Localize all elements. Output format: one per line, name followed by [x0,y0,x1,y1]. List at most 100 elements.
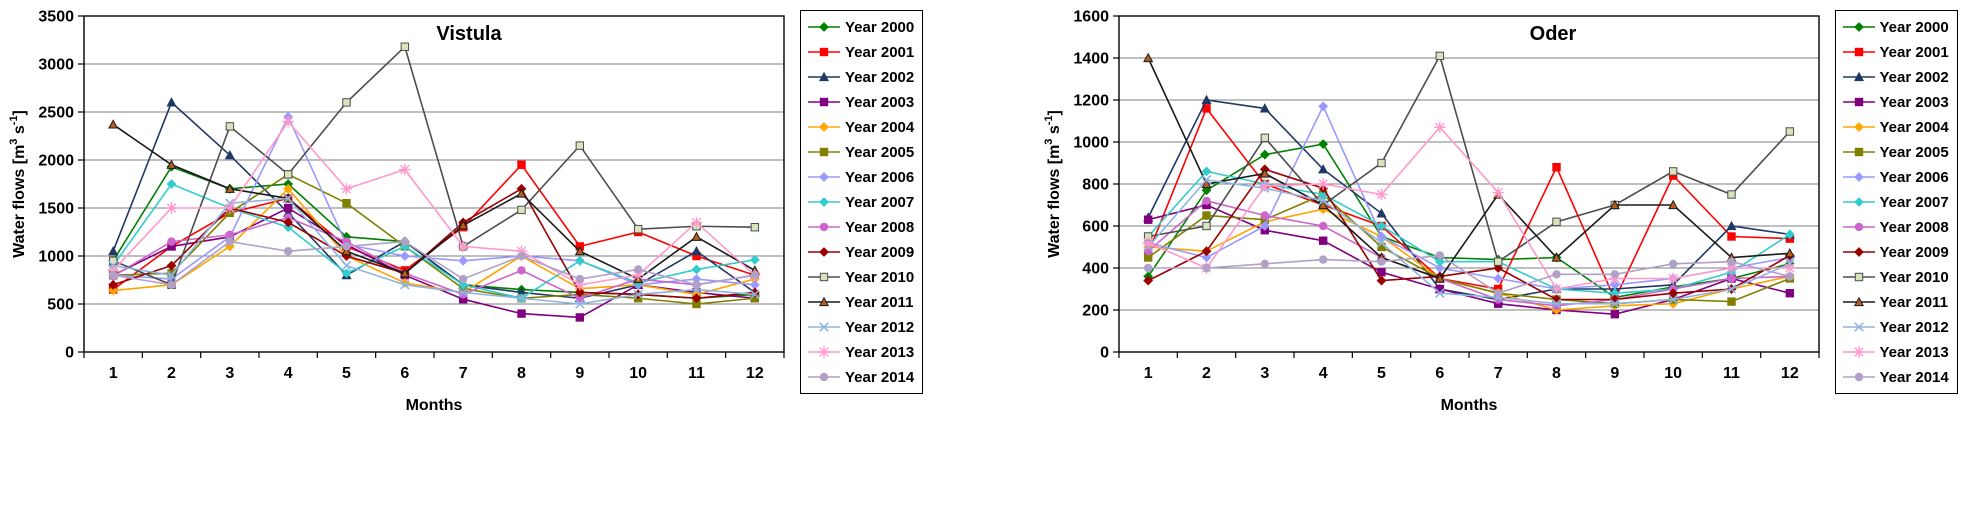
x-tick-label: 4 [1318,365,1327,382]
x-tick-label: 12 [1780,365,1798,382]
legend-item: Year 2006 [1842,166,1949,188]
x-tick-label: 2 [1202,365,1211,382]
y-tick-label: 1600 [1073,9,1109,26]
legend-label: Year 2004 [1879,118,1949,136]
series-line [1147,254,1790,295]
x-tick-label: 2 [167,365,176,382]
legend-label: Year 2006 [1879,168,1949,186]
legend-marker [808,172,840,182]
legend-marker [808,71,840,82]
legend-marker [808,372,840,382]
legend-label: Year 2006 [845,168,915,186]
legend-marker [1842,172,1875,182]
series-line [1146,106,1790,302]
x-tick-label: 9 [575,365,584,382]
x-tick-label: 12 [746,365,764,382]
legend-marker [808,197,840,207]
legend-marker [1842,372,1875,382]
series-line [112,120,756,286]
legend-marker [808,22,840,32]
legend-marker [808,122,840,132]
legend-marker [1842,272,1875,282]
legend-label: Year 2012 [845,318,915,336]
y-tick-label: 1000 [1073,135,1109,152]
legend-item: Year 2000 [807,16,914,38]
plot-border [83,15,785,353]
legend-marker [1842,296,1875,307]
y-tick-label: 0 [65,345,74,362]
legend-label: Year 2000 [1879,18,1949,36]
legend-item: Year 2002 [1842,66,1949,88]
legend-item: Year 2001 [807,41,914,63]
x-tick-label: 11 [688,365,705,382]
y-tick-label: 1000 [38,249,74,266]
x-tick-label: 1 [109,365,118,382]
legend-label: Year 2009 [1879,243,1949,261]
y-tick-label: 400 [1082,261,1109,278]
legend-item: Year 2012 [1842,316,1949,338]
oder-legend: Year 2000 Year 2001 Year 2002 Year 2003 Year… [1834,10,1958,394]
legend-marker [1842,346,1875,358]
series-line [112,45,755,286]
x-tick-label: 7 [1493,365,1502,382]
legend-label: Year 2007 [845,193,915,211]
series-line [1147,199,1790,307]
series-line [113,240,755,286]
x-tick-label: 5 [342,365,351,382]
legend-label: Year 2002 [1879,68,1949,86]
chart-panel-vistula: 0 500 1000 1500 2000 2500 3000 3500 1 2 3 4 5 6 7 8 9 10 1… [0,4,924,424]
legend-item: Year 2003 [807,91,914,113]
legend-item: Year 2007 [1842,191,1949,213]
legend-marker [808,247,840,257]
legend-item: Year 2013 [807,341,914,363]
y-tick-label: 2500 [38,105,74,122]
legend-item: Year 2008 [807,216,914,238]
legend-item: Year 2011 [807,291,914,313]
x-tick-label: 4 [284,365,293,382]
legend-item: Year 2001 [1842,41,1949,63]
series-line [1147,168,1790,301]
y-axis-label: Water flows [m3 s-1] [1043,110,1063,258]
x-tick-label: 5 [1377,365,1386,382]
legend-label: Year 2011 [1879,293,1948,311]
chart-title: Oder [1529,23,1576,45]
legend-label: Year 2013 [1879,343,1949,361]
x-axis-label: Months [406,397,463,414]
legend-label: Year 2000 [845,18,915,36]
legend-label: Year 2008 [1879,218,1949,236]
legend-label: Year 2001 [1879,43,1949,61]
legend-label: Year 2014 [845,368,915,386]
x-tick-label: 9 [1610,365,1619,382]
legend-item: Year 2008 [1842,216,1949,238]
legend-label: Year 2007 [1879,193,1949,211]
vistula-chart: 0 500 1000 1500 2000 2500 3000 3500 1 2 3 4 5 6 7 8 9 10 1… [0,4,800,424]
legend-marker [1842,71,1875,82]
x-axis-label: Months [1440,397,1497,414]
y-tick-label: 0 [1100,345,1109,362]
x-tick-label: 3 [225,365,234,382]
x-tick-label: 6 [1435,365,1444,382]
legend-marker [808,47,840,57]
legend-marker [808,272,840,282]
legend-item: Year 2012 [807,316,914,338]
series-line [1146,99,1790,301]
legend-item: Year 2014 [1842,366,1949,388]
legend-label: Year 2008 [845,218,915,236]
legend-marker [1842,222,1875,232]
legend-label: Year 2011 [845,293,914,311]
y-tick-label: 2000 [38,153,74,170]
x-tick-label: 8 [1552,365,1561,382]
x-tick-label: 8 [517,365,526,382]
legend-item: Year 2004 [1842,116,1949,138]
legend-label: Year 2014 [1879,368,1949,386]
series-line [113,187,756,296]
legend-marker [808,97,840,107]
legend-label: Year 2003 [845,93,915,111]
x-tick-label: 11 [1723,365,1740,382]
legend-item: Year 2013 [1842,341,1949,363]
y-tick-label: 800 [1082,177,1109,194]
legend-item: Year 2004 [807,116,914,138]
